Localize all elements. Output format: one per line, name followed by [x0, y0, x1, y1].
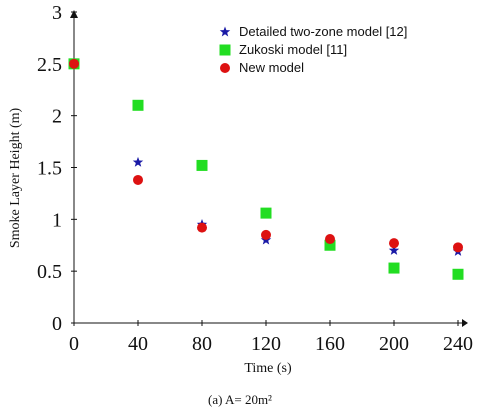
x-tick-label: 200	[379, 333, 409, 355]
data-point-star	[132, 156, 144, 167]
x-axis-arrow-icon	[462, 319, 468, 327]
legend-label-zukoski: Zukoski model [11]	[239, 42, 347, 57]
x-tick-label: 240	[443, 333, 473, 355]
legend-label-detailed: Detailed two-zone model [12]	[239, 24, 407, 39]
data-point-circle	[261, 229, 271, 240]
legend-label-new-model: New model	[239, 60, 304, 75]
data-point-square	[452, 268, 464, 280]
legend-markers	[219, 26, 231, 73]
data-point-circle	[389, 238, 399, 249]
y-tick-label: 2.5	[37, 54, 62, 76]
y-axis-label: Smoke Layer Height (m)	[8, 107, 23, 248]
x-tick-label: 0	[69, 333, 79, 355]
data-point-circle	[197, 222, 207, 233]
data-point-square	[260, 207, 272, 219]
series-star	[68, 58, 464, 256]
x-tick-label: 160	[315, 333, 345, 355]
y-tick-label: 2	[52, 106, 62, 128]
data-point-star	[388, 244, 400, 255]
data-point-circle	[133, 174, 143, 185]
x-tick-label: 120	[251, 333, 281, 355]
y-ticks: 0 0.5 1 1.5 2 2.5 3	[37, 2, 77, 335]
x-axis-label: Time (s)	[244, 361, 292, 376]
x-ticks: 0 40 80 120 160 200 240	[69, 320, 473, 355]
axes	[70, 10, 468, 327]
y-tick-label: 3	[52, 2, 62, 24]
y-tick-label: 1	[52, 209, 62, 231]
data-point-square	[388, 262, 400, 274]
data-series	[68, 58, 464, 280]
data-point-circle	[453, 242, 463, 253]
series-square	[68, 58, 464, 280]
legend-marker-circle	[220, 63, 230, 73]
legend: Detailed two-zone model [12] Zukoski mod…	[219, 24, 407, 75]
data-point-square	[196, 159, 208, 171]
y-tick-label: 0.5	[37, 261, 62, 283]
data-point-circle	[69, 58, 79, 69]
figure-caption: (a) A= 20m²	[208, 392, 272, 407]
legend-marker-square	[219, 44, 231, 56]
y-axis-arrow-icon	[70, 10, 78, 18]
data-point-square	[132, 99, 144, 111]
data-point-square	[324, 239, 336, 251]
x-tick-label: 80	[192, 333, 212, 355]
series-circle	[69, 58, 463, 253]
data-point-circle	[325, 234, 335, 245]
y-tick-label: 1.5	[37, 158, 62, 180]
y-tick-label: 0	[52, 313, 62, 335]
legend-marker-star	[219, 26, 231, 37]
x-tick-label: 40	[128, 333, 148, 355]
